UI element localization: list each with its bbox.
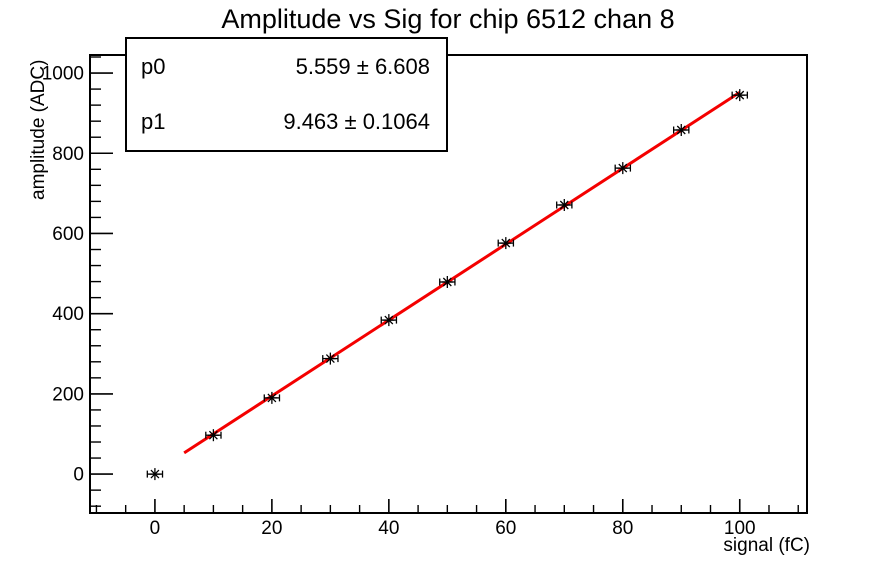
chart-title: Amplitude vs Sig for chip 6512 chan 8 — [221, 4, 675, 34]
fit-param-value: 9.463 ± 0.1064 — [283, 109, 430, 135]
x-axis-tick-label: 100 — [724, 518, 756, 539]
fit-param-row-p0: p0 5.559 ± 6.608 — [127, 54, 446, 80]
y-axis-tick-label: 400 — [52, 304, 84, 325]
x-axis-tick-label: 80 — [612, 518, 633, 539]
fit-param-row-p1: p1 9.463 ± 0.1064 — [127, 109, 446, 135]
x-axis-title: signal (fC) — [723, 535, 810, 556]
x-axis-tick-label: 0 — [150, 518, 161, 539]
fit-param-name: p1 — [141, 109, 166, 135]
y-axis-tick-label: 200 — [52, 384, 84, 405]
marker-stroke — [267, 393, 277, 403]
data-point-marker — [263, 391, 281, 404]
fit-line — [183, 91, 741, 455]
x-axis-tick-label: 60 — [495, 518, 516, 539]
fit-param-value: 5.559 ± 6.608 — [295, 53, 430, 79]
data-point-marker — [439, 275, 456, 288]
marker-stroke — [735, 90, 745, 100]
marker-stroke — [442, 277, 452, 287]
marker-stroke — [384, 315, 394, 325]
y-axis-tick-label: 800 — [52, 144, 84, 165]
fit-stats-box: p0 5.559 ± 6.608 p1 9.463 ± 0.1064 — [125, 37, 448, 152]
marker-stroke — [501, 238, 511, 248]
data-point-marker — [497, 237, 515, 250]
data-point-marker — [380, 314, 398, 327]
plot-frame — [89, 54, 808, 514]
data-point-marker — [673, 123, 690, 136]
data-point-marker — [322, 352, 339, 365]
data-point-marker — [205, 429, 222, 442]
marker-stroke — [208, 430, 218, 440]
fit-param-name: p0 — [141, 53, 166, 79]
y-axis-tick-label: 0 — [73, 465, 84, 486]
data-point-marker — [556, 198, 573, 211]
data-point-marker — [731, 89, 748, 102]
marker-stroke — [618, 163, 628, 173]
y-axis-title: amplitude (ADC) — [28, 59, 49, 200]
data-point-marker — [146, 468, 164, 481]
y-axis-tick-label: 1000 — [42, 64, 84, 85]
data-point-marker — [614, 162, 632, 175]
marker-stroke — [676, 125, 686, 135]
x-axis-tick-label: 40 — [378, 518, 399, 539]
marker-stroke — [325, 354, 335, 364]
x-axis-tick-label: 20 — [261, 518, 282, 539]
y-axis-tick-label: 600 — [52, 224, 84, 245]
marker-stroke — [150, 469, 160, 479]
marker-stroke — [559, 200, 569, 210]
